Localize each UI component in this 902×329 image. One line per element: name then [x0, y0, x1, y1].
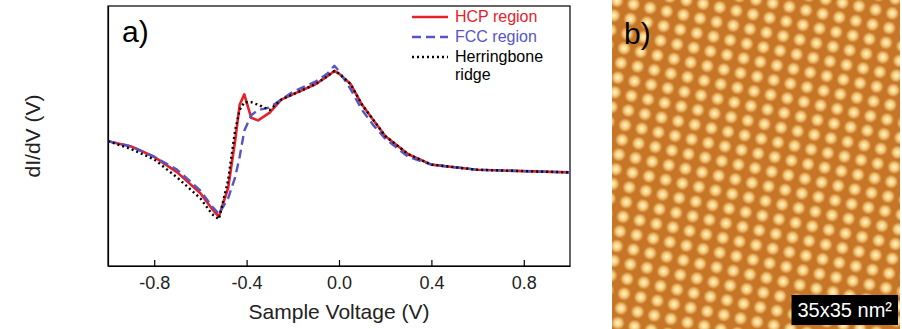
plot-frame: [108, 6, 570, 266]
panel-label: a): [122, 15, 149, 48]
x-tick-mark: [524, 260, 525, 266]
scale-box: 35x35 nm²: [792, 295, 899, 325]
x-axis-title: Sample Voltage (V): [249, 300, 430, 323]
x-tick: 0.4: [419, 260, 444, 293]
x-tick-mark: [431, 260, 432, 266]
stm-image: [612, 0, 900, 329]
legend-label: HCP region: [455, 8, 537, 25]
series-line: [108, 71, 570, 219]
series-line: [108, 66, 570, 214]
panel-label: b): [624, 17, 651, 50]
y-axis-line: [108, 7, 109, 267]
y-axis: [108, 7, 109, 267]
x-axis: -0.8 -0.4 0.0 0.4 0.8: [109, 260, 571, 293]
legend-label: Herringboneridge: [455, 48, 543, 83]
lines: [108, 66, 570, 219]
x-tick-label: 0.8: [512, 273, 537, 293]
x-tick: 0.0: [327, 260, 352, 293]
x-tick-mark: [247, 260, 248, 266]
y-axis-title: dI/dV (V): [21, 95, 44, 178]
legend-swatch: [412, 16, 448, 19]
legend-swatch: [412, 36, 448, 39]
scale-label: 35x35 nm²: [798, 299, 893, 321]
x-tick-mark: [154, 260, 155, 266]
x-tick-label: 0.0: [327, 273, 352, 293]
x-tick: -0.8: [139, 260, 170, 293]
x-tick-label: -0.8: [139, 273, 170, 293]
series-line: [108, 71, 570, 217]
legend: HCP region FCC region Herringboneridge: [412, 8, 543, 83]
legend-label: FCC region: [455, 28, 537, 45]
figure: -0.8 -0.4 0.0 0.4 0.8 Sample Voltage (V) dI/dV…: [0, 0, 902, 329]
x-tick: -0.4: [232, 260, 263, 293]
x-tick-label: -0.4: [232, 273, 263, 293]
x-axis-line: [109, 266, 571, 267]
scale-background: [792, 295, 899, 325]
legend-swatch: [412, 56, 448, 59]
x-tick-label: 0.4: [419, 273, 444, 293]
x-tick: 0.8: [512, 260, 537, 293]
x-tick-mark: [339, 260, 340, 266]
